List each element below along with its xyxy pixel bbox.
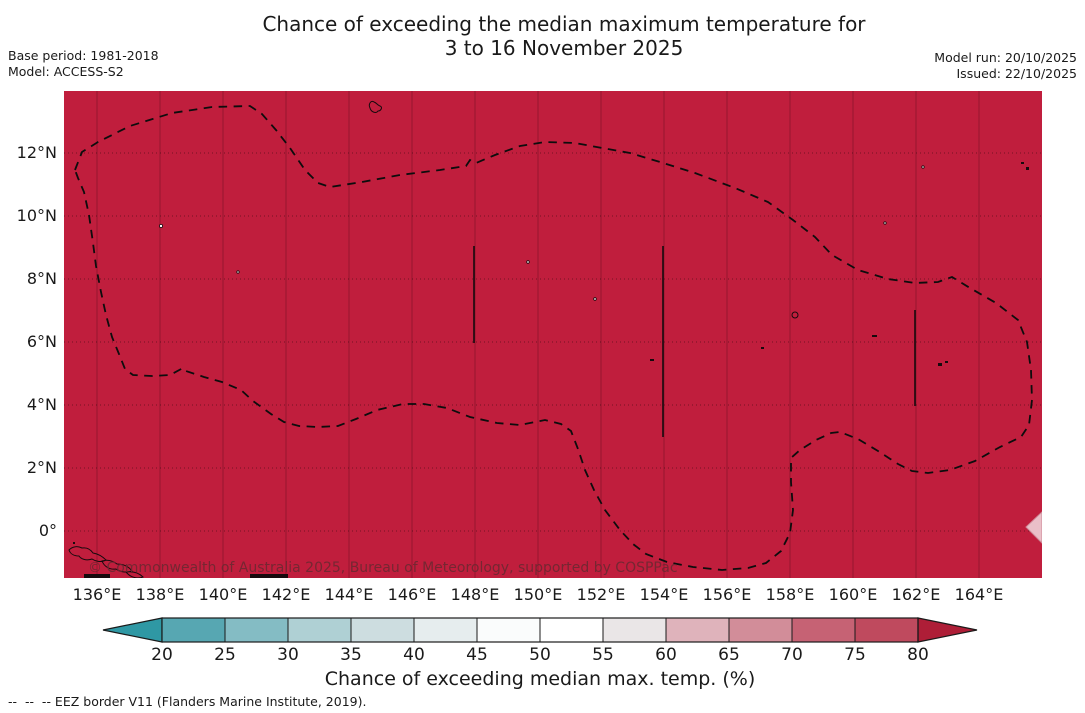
colorbar-tick-label: 55: [592, 645, 614, 665]
colorbar-under-arrow: [102, 617, 163, 643]
y-tick-label: 6°N: [26, 332, 57, 351]
y-tick-label: 0°: [38, 521, 57, 540]
colorbar-tick-label: 30: [277, 645, 299, 665]
x-tick-label: 160°E: [828, 585, 878, 604]
x-tick-label: 154°E: [639, 585, 689, 604]
colorbar-over-arrow: [917, 617, 978, 643]
issued-text: Issued: 22/10/2025: [956, 65, 1078, 81]
title-line-2: 3 to 16 November 2025: [444, 36, 684, 60]
colorbar-tick-label: 45: [466, 645, 488, 665]
x-tick-label: 162°E: [891, 585, 941, 604]
meta-right-block: Model run: 20/10/2025 Issued: 22/10/2025: [934, 50, 1077, 81]
colorbar-segment: [414, 618, 477, 642]
x-tick-label: 138°E: [135, 585, 185, 604]
colorbar-segment: [729, 618, 792, 642]
colorbar-tick-label: 65: [718, 645, 740, 665]
y-tick-label: 8°N: [26, 269, 57, 288]
latitude-gridlines: [64, 152, 1042, 532]
title-line-1: Chance of exceeding the median maximum t…: [262, 12, 866, 36]
map-fill: [64, 91, 1042, 578]
longitude-gridlines: [96, 91, 980, 578]
x-tick-label: 164°E: [954, 585, 1004, 604]
map-area: © Commonwealth of Australia 2025, Bureau…: [64, 91, 1043, 579]
x-tick-label: 148°E: [450, 585, 500, 604]
colorbar-segment: [162, 618, 225, 642]
x-tick-label: 136°E: [72, 585, 122, 604]
colorbar-tick-label: 75: [844, 645, 866, 665]
y-tick-label: 4°N: [26, 395, 57, 414]
map-canvas: © Commonwealth of Australia 2025, Bureau…: [64, 91, 1043, 579]
colorbar-segment: [288, 618, 351, 642]
colorbar-tick-label: 60: [655, 645, 677, 665]
colorbar: [102, 617, 978, 643]
atoll-ring: [791, 311, 799, 319]
colorbar-segment: [540, 618, 603, 642]
map-watermark: © Commonwealth of Australia 2025, Bureau…: [88, 560, 678, 576]
base-period-text: Base period: 1981-2018: [8, 48, 159, 63]
colorbar-segment: [351, 618, 414, 642]
colorbar-segment: [225, 618, 288, 642]
model-run-text: Model run: 20/10/2025: [934, 50, 1077, 65]
guam-outline: [368, 101, 382, 113]
x-tick-label: 142°E: [261, 585, 311, 604]
x-tick-label: 156°E: [702, 585, 752, 604]
colorbar-segment: [855, 618, 918, 642]
chart-title: Chance of exceeding the median maximum t…: [64, 12, 1064, 60]
colorbar-tick-label: 80: [907, 645, 929, 665]
y-tick-label: 10°N: [16, 206, 57, 225]
colorbar-tick-label: 40: [403, 645, 425, 665]
colorbar-tick-label: 25: [214, 645, 236, 665]
islands-southwest: [68, 546, 144, 579]
x-tick-label: 140°E: [198, 585, 248, 604]
eez-legend-note: -- -- -- EEZ border V11 (Flanders Marine…: [8, 694, 367, 709]
island-dots-dark: [73, 162, 1029, 578]
colorbar-segment: [477, 618, 540, 642]
meta-left-block: Base period: 1981-2018 Model: ACCESS-S2: [8, 48, 159, 79]
x-tick-label: 152°E: [576, 585, 626, 604]
y-tick-label: 12°N: [16, 143, 57, 162]
x-tick-label: 150°E: [513, 585, 563, 604]
eez-border: [74, 105, 1033, 571]
x-tick-label: 144°E: [324, 585, 374, 604]
colorbar-segment: [603, 618, 666, 642]
colorbar-tick-label: 20: [151, 645, 173, 665]
colorbar-tick-label: 35: [340, 645, 362, 665]
y-tick-label: 2°N: [26, 458, 57, 477]
x-tick-label: 146°E: [387, 585, 437, 604]
colorbar-label: Chance of exceeding median max. temp. (%…: [324, 668, 756, 690]
x-tick-label: 158°E: [765, 585, 815, 604]
colorbar-segment: [792, 618, 855, 642]
colorbar-tick-label: 70: [781, 645, 803, 665]
island-outlines: [68, 101, 799, 579]
island-dots-light: [159, 165, 925, 301]
colorbar-tick-label: 50: [529, 645, 551, 665]
data-gap-lines: [473, 246, 916, 437]
model-text: Model: ACCESS-S2: [8, 63, 124, 79]
colorbar-segment: [666, 618, 729, 642]
